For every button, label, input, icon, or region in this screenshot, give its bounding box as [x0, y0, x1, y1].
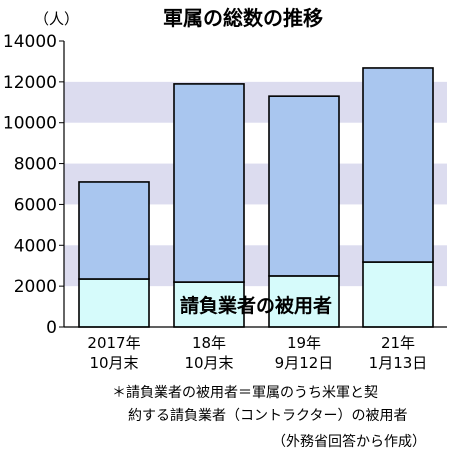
y-tick-label: 4000 — [14, 236, 57, 256]
bar-segment-contractor — [362, 261, 434, 328]
x-tick-label: 19年 9月12日 — [275, 334, 334, 372]
footnote-definition-line1: ＊請負業者の被用者＝軍属のうち米軍と契 — [112, 385, 378, 401]
source-note: （外務省回答から作成） — [272, 434, 426, 450]
y-tick-label: 12000 — [3, 73, 57, 93]
y-axis: 0 2000 4000 6000 8000 10000 12000 14000 — [3, 32, 65, 338]
x-axis: 2017年 10月末 18年 10月末 19年 9月12日 21年 1月13日 — [64, 326, 447, 372]
bar-segment-other — [173, 83, 245, 283]
x-tick-label: 18年 10月末 — [184, 334, 233, 372]
y-tick-label: 8000 — [14, 155, 57, 175]
bars — [78, 67, 434, 328]
x-tick-label: 21年 1月13日 — [369, 334, 428, 372]
bar-segment-other — [268, 95, 340, 277]
y-tick-label: 10000 — [3, 114, 57, 134]
x-tick-label: 2017年 10月末 — [87, 334, 140, 372]
bar-segment-contractor — [78, 278, 150, 328]
y-tick-label: 6000 — [14, 195, 57, 215]
series-label-contractor-employees: 請負業者の被用者 — [180, 294, 332, 317]
y-tick-label: 14000 — [3, 32, 57, 52]
y-tick-label: 0 — [46, 318, 57, 338]
footnote-definition-line2: 約する請負業者（コントラクター）の被用者 — [128, 408, 408, 424]
y-tick-label: 2000 — [14, 277, 57, 297]
y-axis-unit-label: （人） — [34, 10, 79, 28]
chart-title: 軍属の総数の推移 — [163, 6, 323, 30]
bar-segment-other — [362, 67, 434, 263]
bar-segment-other — [78, 181, 150, 280]
